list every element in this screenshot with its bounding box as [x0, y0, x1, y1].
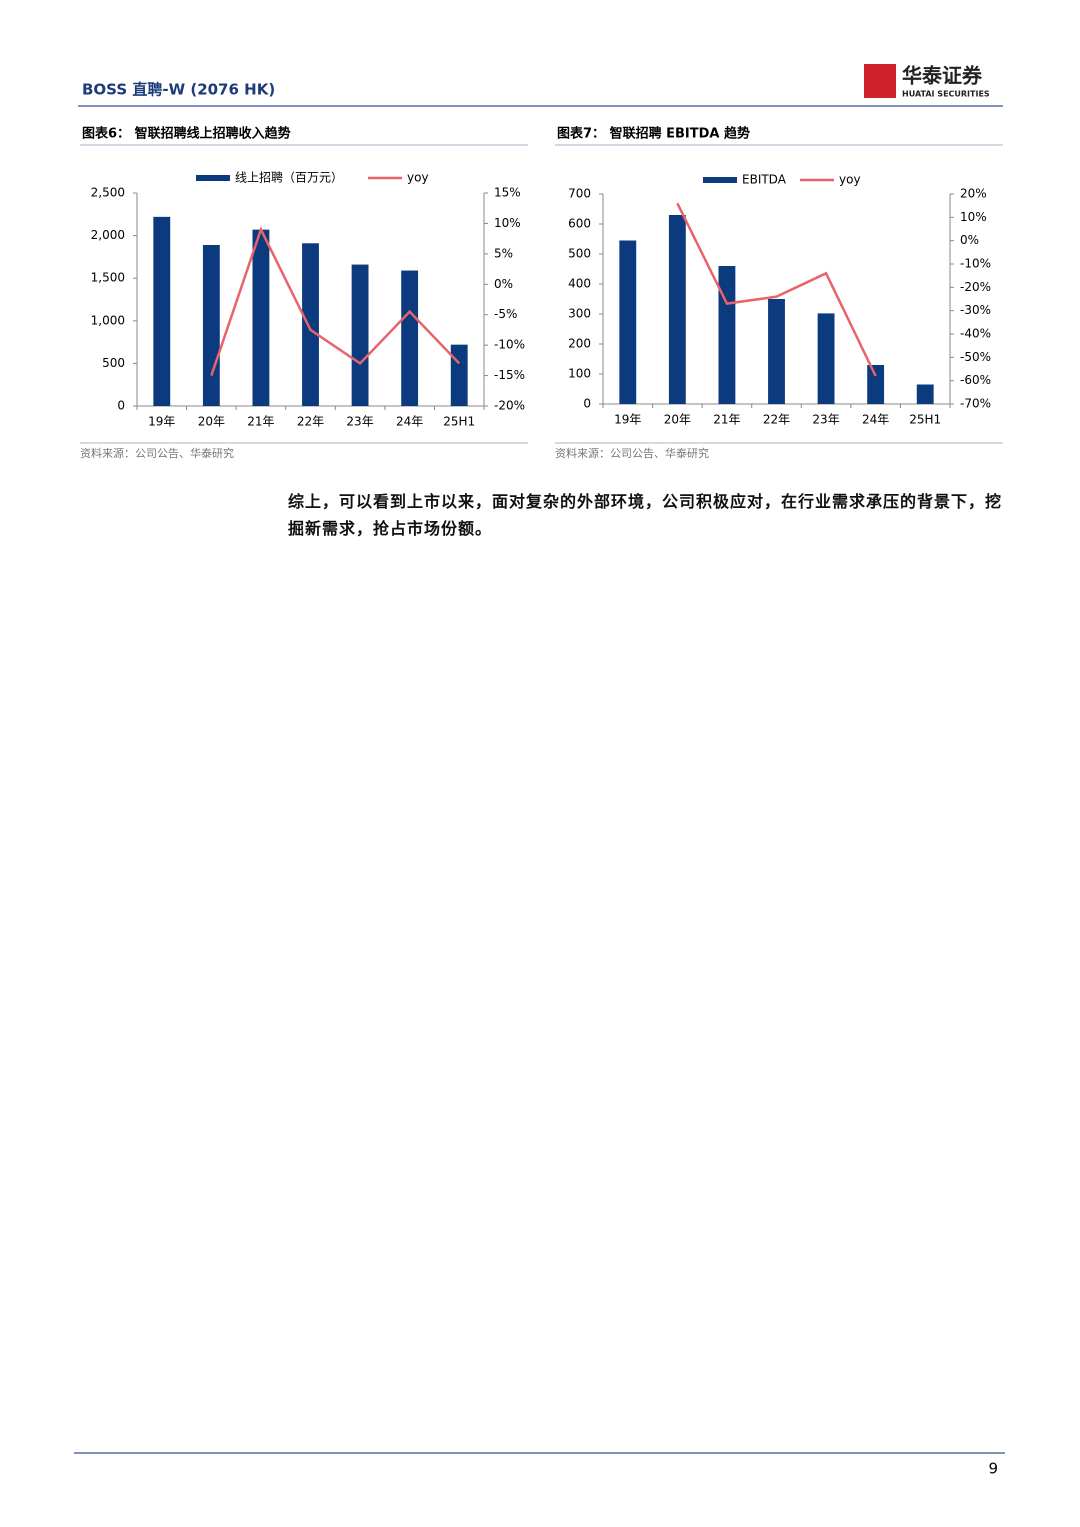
y-tick-label: 0	[117, 399, 125, 413]
y2-tick-label: -60%	[960, 373, 991, 387]
line	[210, 226, 461, 376]
y-tick-label: 500	[568, 247, 591, 261]
logo-cn: 华泰证券	[902, 64, 983, 88]
y-tick-label: 400	[568, 277, 591, 291]
bar	[351, 264, 369, 406]
logo-icon	[864, 64, 896, 98]
y2-tick-label: 15%	[494, 186, 521, 200]
bar	[401, 270, 419, 406]
y2-tick-label: 0%	[494, 277, 513, 291]
x-tick-label: 20年	[664, 413, 691, 427]
bar	[718, 266, 736, 404]
legend-label: yoy	[407, 171, 429, 185]
y2-tick-label: -10%	[960, 257, 991, 271]
y2-tick-label: 10%	[494, 216, 521, 230]
bar	[202, 244, 220, 406]
y2-tick-label: -50%	[960, 350, 991, 364]
x-tick-label: 24年	[862, 413, 889, 427]
legend-label: yoy	[839, 173, 861, 187]
legend-label: 线上招聘（百万元）	[235, 171, 343, 185]
y-tick-label: 300	[568, 307, 591, 321]
legend-swatch	[703, 177, 737, 183]
x-tick-label: 25H1	[909, 413, 941, 427]
bar	[619, 240, 637, 404]
y-tick-label: 500	[102, 356, 125, 370]
source-note: 资料来源：公司公告、华泰研究	[80, 446, 234, 460]
body-paragraph: 综上，可以看到上市以来，面对复杂的外部环境，公司积极应对，在行业需求承压的背景下…	[288, 492, 1003, 538]
y2-tick-label: -15%	[494, 368, 525, 382]
chart-title: 图表6： 智联招聘线上招聘收入趋势	[82, 126, 291, 142]
line	[676, 202, 877, 377]
x-tick-label: 22年	[763, 413, 790, 427]
bar	[867, 365, 885, 404]
x-tick-label: 21年	[713, 413, 740, 427]
y2-tick-label: -5%	[494, 307, 517, 321]
y2-tick-label: -20%	[960, 280, 991, 294]
x-tick-label: 20年	[198, 415, 225, 429]
y-tick-label: 200	[568, 337, 591, 351]
bar	[668, 215, 686, 404]
x-tick-label: 23年	[346, 415, 373, 429]
y-tick-label: 0	[583, 397, 591, 411]
y2-tick-label: -40%	[960, 327, 991, 341]
legend-swatch	[196, 175, 230, 181]
y-tick-label: 2,500	[91, 186, 125, 200]
x-tick-label: 23年	[812, 413, 839, 427]
y2-tick-label: 10%	[960, 210, 987, 224]
y2-tick-label: -70%	[960, 397, 991, 411]
x-tick-label: 21年	[247, 415, 274, 429]
y2-tick-label: 0%	[960, 233, 979, 247]
bar	[450, 344, 468, 406]
legend-label: EBITDA	[742, 173, 787, 187]
y2-tick-label: -20%	[494, 399, 525, 413]
y-tick-label: 100	[568, 367, 591, 381]
page-number: 9	[988, 1460, 998, 1478]
bar	[768, 299, 785, 404]
y2-tick-label: -30%	[960, 303, 991, 317]
y-tick-label: 1,000	[91, 313, 125, 327]
x-tick-label: 24年	[396, 415, 423, 429]
x-tick-label: 22年	[297, 415, 324, 429]
y-tick-label: 600	[568, 217, 591, 231]
bar	[153, 216, 171, 406]
chart-title: 图表7： 智联招聘 EBITDA 趋势	[557, 126, 750, 142]
x-tick-label: 25H1	[443, 415, 475, 429]
source-note: 资料来源：公司公告、华泰研究	[555, 446, 709, 460]
header-title: BOSS 直聘-W (2076 HK)	[82, 81, 275, 99]
bar	[252, 229, 270, 406]
y-tick-label: 700	[568, 187, 591, 201]
bar	[817, 313, 835, 404]
y2-tick-label: -10%	[494, 338, 525, 352]
x-tick-label: 19年	[614, 413, 641, 427]
logo-en: HUATAI SECURITIES	[902, 90, 990, 99]
y2-tick-label: 20%	[960, 187, 987, 201]
y-tick-label: 2,000	[91, 228, 125, 242]
y-tick-label: 1,500	[91, 271, 125, 285]
x-tick-label: 19年	[148, 415, 175, 429]
bar	[302, 243, 319, 406]
bar	[916, 384, 934, 404]
y2-tick-label: 5%	[494, 246, 513, 260]
